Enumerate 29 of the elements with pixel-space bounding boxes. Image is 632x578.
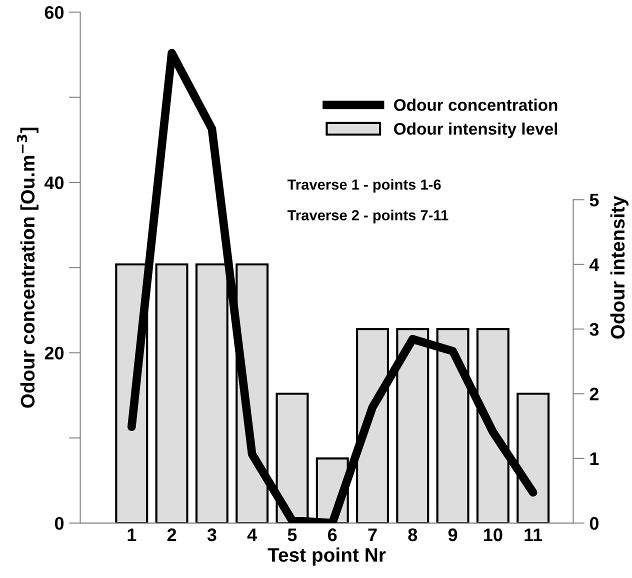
x-tick-label: 9 [448, 528, 458, 542]
legend-label: Odour concentration [394, 98, 558, 111]
bar [155, 263, 188, 524]
y-axis-title: Odour concentration [Ou.m$^{−3}$] [16, 128, 38, 408]
legend-label: Odour intensity level [394, 122, 558, 138]
y2-tick-label: 5 [590, 194, 599, 206]
y2-tick-label: 3 [590, 322, 599, 336]
y2-tick-label: 0 [590, 517, 598, 530]
x-tick-label: 5 [288, 528, 297, 542]
y2-tick-label: 4 [589, 258, 600, 271]
x-tick-label: 7 [368, 528, 377, 542]
y2-tick-label: 2 [590, 388, 599, 400]
x-tick-label: 10 [484, 528, 502, 542]
y2-axis-title: Odour intensity [610, 196, 628, 339]
x-axis-title: Test point Nr [268, 548, 386, 566]
x-tick-label: 6 [328, 528, 337, 542]
x-tick-label: 4 [247, 528, 257, 542]
x-tick-label: 11 [524, 528, 542, 542]
x-tick-label: 1 [128, 528, 136, 542]
annotation: Traverse 1 - points 1-6 [287, 179, 441, 193]
y-tick-label: 40 [44, 176, 64, 190]
x-tick-label: 3 [207, 528, 216, 542]
x-tick-label: 8 [408, 528, 418, 542]
y-tick-label: 0 [54, 517, 64, 530]
annotation: Traverse 2 - points 7-11 [287, 210, 448, 224]
y-tick-label: 20 [44, 346, 64, 360]
x-tick-label: 2 [167, 528, 176, 542]
y-tick-label: 60 [44, 6, 64, 19]
y2-tick-label: 1 [590, 452, 599, 465]
